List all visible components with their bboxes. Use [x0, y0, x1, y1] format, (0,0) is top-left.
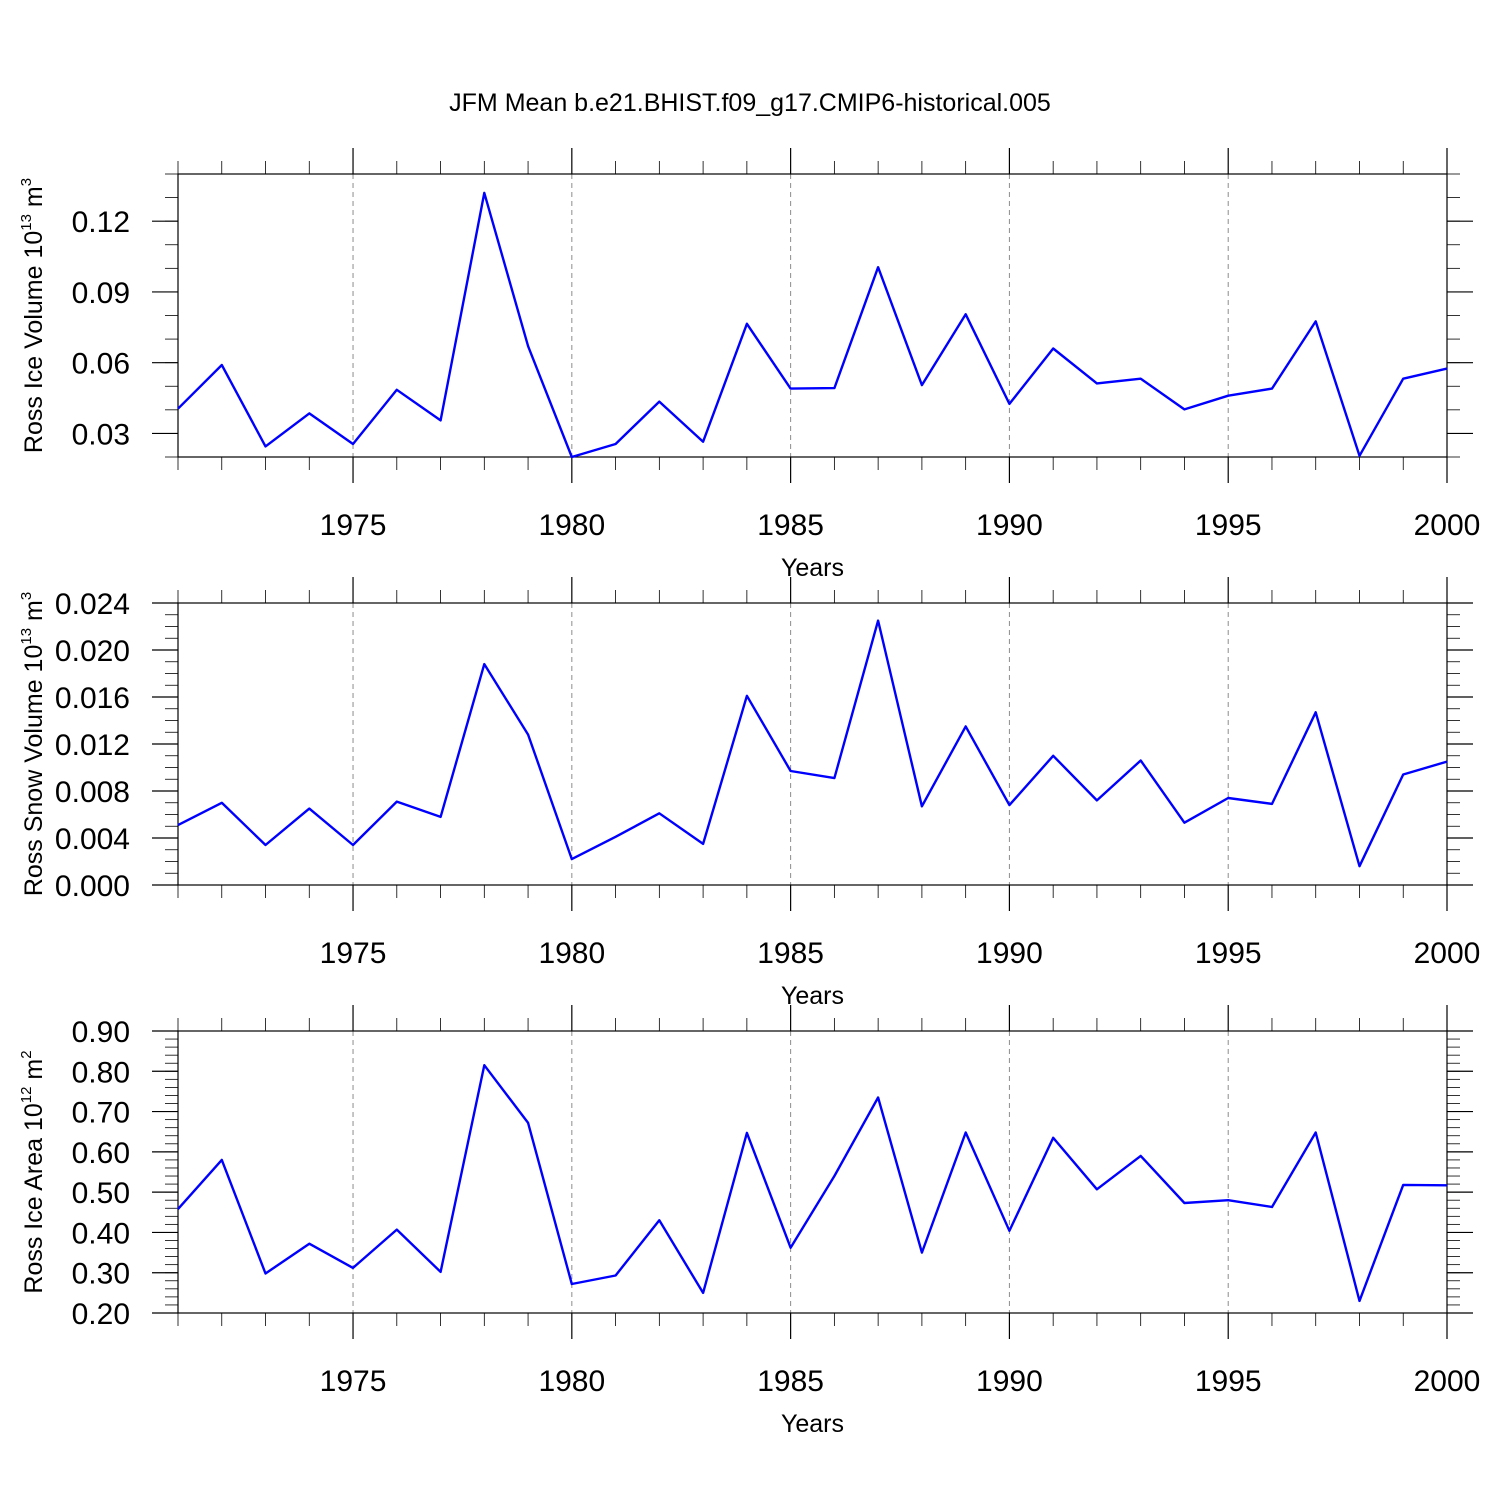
x-tick-label: 1990 [976, 1365, 1043, 1398]
x-axis-label: Years [781, 982, 844, 1010]
plot-frame [177, 1030, 1448, 1314]
series-line [177, 1063, 1448, 1303]
y-tick-label: 0.90 [72, 1016, 130, 1049]
y-tick-label: 0.09 [72, 277, 130, 310]
x-tick-label: 1980 [538, 1365, 605, 1398]
y-tick-label: 0.06 [72, 348, 130, 381]
x-tick-label: 2000 [1414, 509, 1481, 542]
plot-frame [177, 173, 1448, 458]
y-tick-label: 0.50 [72, 1177, 130, 1210]
y-tick-label: 0.016 [55, 682, 130, 715]
series-line [177, 619, 1448, 868]
x-tick-label: 2000 [1414, 1365, 1481, 1398]
y-tick-label: 0.024 [55, 588, 130, 621]
x-axis-label: Years [781, 1410, 844, 1438]
x-axis-label: Years [781, 554, 844, 582]
x-tick-label: 2000 [1414, 937, 1481, 970]
y-tick-label: 0.80 [72, 1056, 130, 1089]
y-axis-label: Ross Snow Volume 1013 m3 [18, 592, 48, 896]
y-tick-label: 0.12 [72, 206, 130, 239]
x-tick-label: 1990 [976, 937, 1043, 970]
y-axis-label: Ross Ice Volume 1013 m3 [18, 178, 48, 453]
plot-frame [177, 602, 1448, 886]
x-tick-label: 1985 [757, 509, 824, 542]
x-tick-label: 1975 [320, 509, 387, 542]
x-tick-label: 1985 [757, 937, 824, 970]
y-tick-label: 0.020 [55, 635, 130, 668]
x-tick-label: 1985 [757, 1365, 824, 1398]
x-tick-label: 1995 [1195, 509, 1262, 542]
x-tick-label: 1975 [320, 937, 387, 970]
y-axis-label: Ross Ice Area 1012 m2 [18, 1050, 48, 1293]
y-tick-label: 0.60 [72, 1137, 130, 1170]
y-tick-label: 0.70 [72, 1097, 130, 1130]
y-tick-label: 0.40 [72, 1217, 130, 1250]
y-tick-label: 0.008 [55, 776, 130, 809]
y-tick-label: 0.004 [55, 823, 130, 856]
panel-1: 1975 1980 1985 1990 1995 2000 0.03 0.06 0.09 0.12… [18, 148, 1480, 582]
y-tick-label: 0.000 [55, 870, 130, 903]
panel-2: 1975 1980 1985 1990 1995 2000 0.000 0.004 0.008 0… [18, 577, 1480, 1010]
series-line [177, 191, 1448, 459]
x-tick-label: 1980 [538, 509, 605, 542]
y-tick-label: 0.012 [55, 729, 130, 762]
x-tick-label: 1995 [1195, 937, 1262, 970]
x-tick-label: 1995 [1195, 1365, 1262, 1398]
x-tick-label: 1980 [538, 937, 605, 970]
y-tick-label: 0.30 [72, 1258, 130, 1291]
panel-3: 1975 1980 1985 1990 1995 2000 0.20 0.30 0.40 0.50… [18, 1005, 1480, 1438]
x-tick-label: 1975 [320, 1365, 387, 1398]
x-tick-label: 1990 [976, 509, 1043, 542]
y-tick-label: 0.20 [72, 1298, 130, 1331]
figure-title: JFM Mean b.e21.BHIST.f09_g17.CMIP6-histo… [449, 89, 1051, 117]
y-tick-label: 0.03 [72, 418, 130, 451]
